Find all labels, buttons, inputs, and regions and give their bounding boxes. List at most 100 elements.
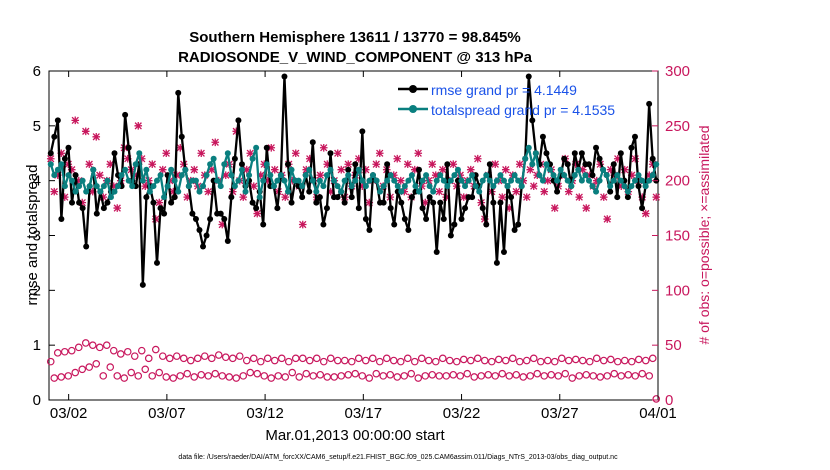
obs-possible-marker bbox=[291, 354, 300, 363]
obs-possible-marker bbox=[57, 373, 66, 381]
obs-assimilated-marker bbox=[298, 220, 307, 229]
rmse-point bbox=[624, 194, 631, 201]
obs-possible-marker bbox=[487, 357, 496, 366]
obs-possible-marker bbox=[67, 346, 76, 355]
obs-assimilated-marker bbox=[473, 154, 482, 163]
totalspread-point bbox=[196, 188, 203, 195]
obs-possible-marker bbox=[466, 356, 475, 365]
obs-assimilated-marker bbox=[197, 149, 206, 158]
y-axis-right-label: # of obs: o=possible; ×=assimilated bbox=[696, 125, 712, 344]
totalspread-point bbox=[277, 172, 284, 179]
rmse-point bbox=[69, 199, 76, 206]
chart-title-line2: RADIOSONDE_V_WIND_COMPONENT @ 313 hPa bbox=[178, 49, 533, 66]
obs-possible-marker bbox=[64, 372, 73, 380]
obs-possible-marker bbox=[113, 372, 122, 380]
obs-possible-marker bbox=[361, 356, 370, 365]
obs-possible-marker bbox=[53, 349, 62, 357]
totalspread-point bbox=[614, 172, 621, 179]
obs-possible-marker bbox=[526, 372, 535, 380]
obs-assimilated-marker bbox=[207, 165, 216, 174]
obs-possible-marker bbox=[137, 346, 146, 355]
obs-assimilated-marker bbox=[344, 160, 353, 169]
totalspread-point bbox=[529, 161, 536, 168]
obs-possible-marker bbox=[190, 373, 199, 381]
totalspread-point bbox=[295, 177, 302, 184]
obs-assimilated-marker bbox=[148, 160, 157, 169]
obs-possible-marker bbox=[130, 352, 139, 360]
obs-possible-marker bbox=[260, 372, 269, 380]
totalspread-point bbox=[359, 177, 366, 184]
rmse-point bbox=[111, 150, 118, 157]
obs-assimilated-marker bbox=[67, 165, 76, 174]
rmse-point bbox=[352, 161, 359, 168]
obs-assimilated-marker bbox=[253, 209, 262, 218]
plot-area bbox=[48, 70, 659, 401]
totalspread-point bbox=[387, 172, 394, 179]
obs-assimilated-marker bbox=[529, 182, 538, 190]
obs-possible-marker bbox=[477, 372, 486, 380]
obs-assimilated-marker bbox=[134, 122, 143, 130]
obs-assimilated-marker bbox=[158, 165, 167, 174]
totalspread-point bbox=[362, 183, 369, 190]
totalspread-point bbox=[97, 188, 104, 195]
totalspread-point bbox=[493, 177, 500, 184]
totalspread-point bbox=[550, 172, 557, 179]
rmse-point bbox=[65, 144, 72, 151]
obs-possible-marker bbox=[183, 369, 192, 378]
obs-possible-marker bbox=[368, 354, 377, 363]
obs-assimilated-marker bbox=[246, 149, 255, 158]
totalspread-point bbox=[345, 172, 352, 179]
totalspread-point bbox=[217, 183, 224, 190]
rmse-point bbox=[366, 227, 373, 234]
obs-possible-marker bbox=[508, 354, 517, 363]
obs-possible-marker bbox=[480, 356, 489, 365]
obs-assimilated-marker bbox=[361, 165, 370, 174]
rmse-point bbox=[447, 232, 454, 239]
rmse-point bbox=[171, 194, 178, 201]
rmse-point bbox=[493, 259, 500, 266]
obs-possible-marker bbox=[50, 374, 59, 382]
obs-assimilated-marker bbox=[162, 149, 171, 158]
totalspread-point bbox=[242, 188, 249, 195]
obs-possible-marker bbox=[568, 374, 577, 382]
obs-possible-marker bbox=[102, 341, 111, 349]
obs-possible-marker bbox=[274, 372, 283, 380]
rmse-point bbox=[554, 188, 561, 195]
obs-assimilated-marker bbox=[263, 176, 272, 185]
rmse-point bbox=[430, 199, 437, 206]
obs-possible-marker bbox=[648, 354, 657, 363]
obs-assimilated-marker bbox=[81, 127, 90, 136]
obs-possible-marker bbox=[197, 370, 206, 379]
totalspread-point bbox=[639, 177, 646, 184]
obs-possible-marker bbox=[578, 356, 587, 365]
rmse-point bbox=[384, 161, 391, 168]
totalspread-point bbox=[426, 183, 433, 190]
rmse-point bbox=[203, 232, 210, 239]
totalspread-point bbox=[412, 183, 419, 190]
rmse-point bbox=[157, 205, 164, 212]
totalspread-point bbox=[603, 172, 610, 179]
obs-possible-marker bbox=[288, 368, 297, 377]
obs-assimilated-marker bbox=[627, 171, 636, 179]
obs-possible-marker bbox=[344, 370, 353, 379]
obs-assimilated-marker bbox=[323, 160, 332, 169]
totalspread-point bbox=[263, 161, 270, 168]
obs-possible-marker bbox=[564, 356, 573, 365]
x-tick-label: 03/07 bbox=[148, 405, 186, 422]
totalspread-point bbox=[207, 161, 214, 168]
rmse-point bbox=[221, 216, 228, 223]
obs-possible-marker bbox=[204, 372, 213, 380]
obs-assimilated-marker bbox=[498, 193, 507, 201]
obs-possible-marker bbox=[372, 369, 381, 378]
obs-assimilated-marker bbox=[232, 127, 241, 136]
obs-assimilated-marker bbox=[106, 160, 115, 169]
totalspread-point bbox=[334, 183, 341, 190]
rmse-point bbox=[486, 161, 493, 168]
totalspread-point bbox=[270, 183, 277, 190]
obs-possible-marker bbox=[302, 369, 311, 378]
chart-title-line1: Southern Hemisphere 13611 / 13770 = 98.8… bbox=[189, 29, 520, 46]
obs-assimilated-marker bbox=[53, 171, 62, 179]
obs-possible-marker bbox=[120, 374, 129, 382]
totalspread-point bbox=[72, 188, 79, 195]
totalspread-point bbox=[369, 172, 376, 179]
